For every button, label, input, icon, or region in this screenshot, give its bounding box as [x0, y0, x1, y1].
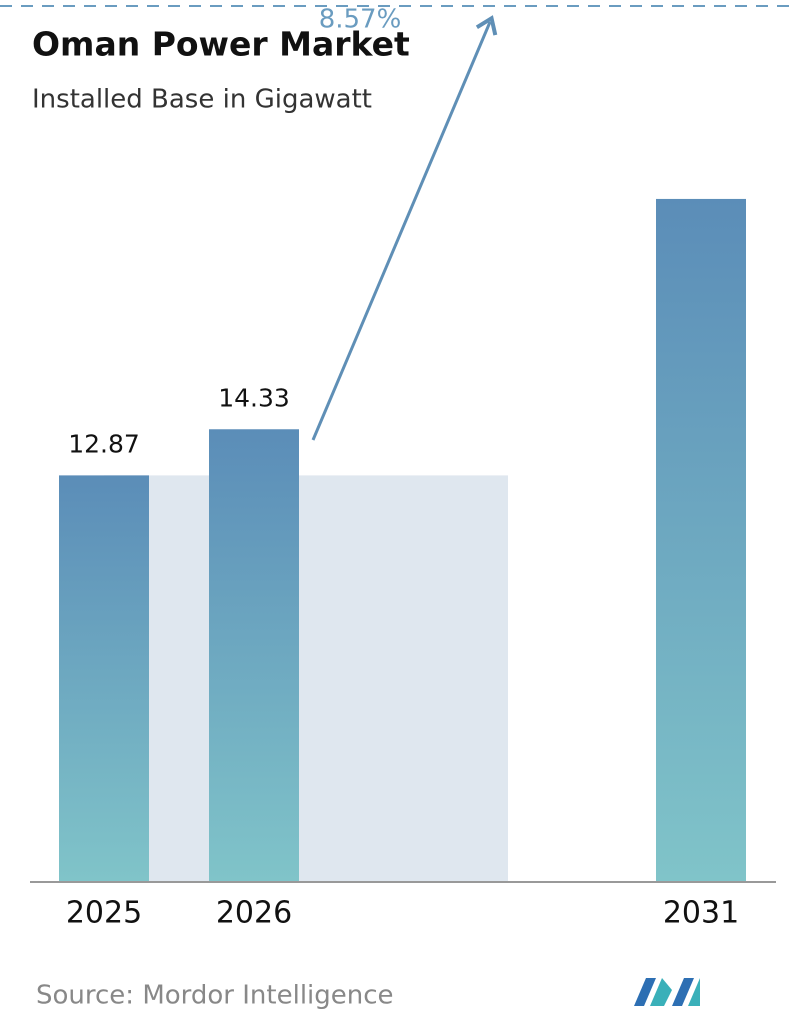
bar [209, 429, 299, 882]
x-tick-label: 2026 [216, 896, 292, 931]
bar [656, 198, 746, 882]
value-label: 12.87 [68, 429, 140, 458]
x-tick-label: 2031 [663, 896, 739, 931]
logo [634, 978, 700, 1006]
source: Source: Mordor Intelligence [36, 981, 394, 1011]
chart-subtitle: Installed Base in Gigawatt [32, 85, 372, 115]
bar [59, 475, 149, 882]
value-label: 14.33 [218, 383, 290, 412]
chart-title: Oman Power Market [32, 25, 410, 64]
cagr-arrow [311, 15, 498, 441]
base-band [104, 475, 508, 882]
cagr-label: 8.57% [319, 5, 402, 35]
x-tick-label: 2025 [66, 896, 142, 931]
